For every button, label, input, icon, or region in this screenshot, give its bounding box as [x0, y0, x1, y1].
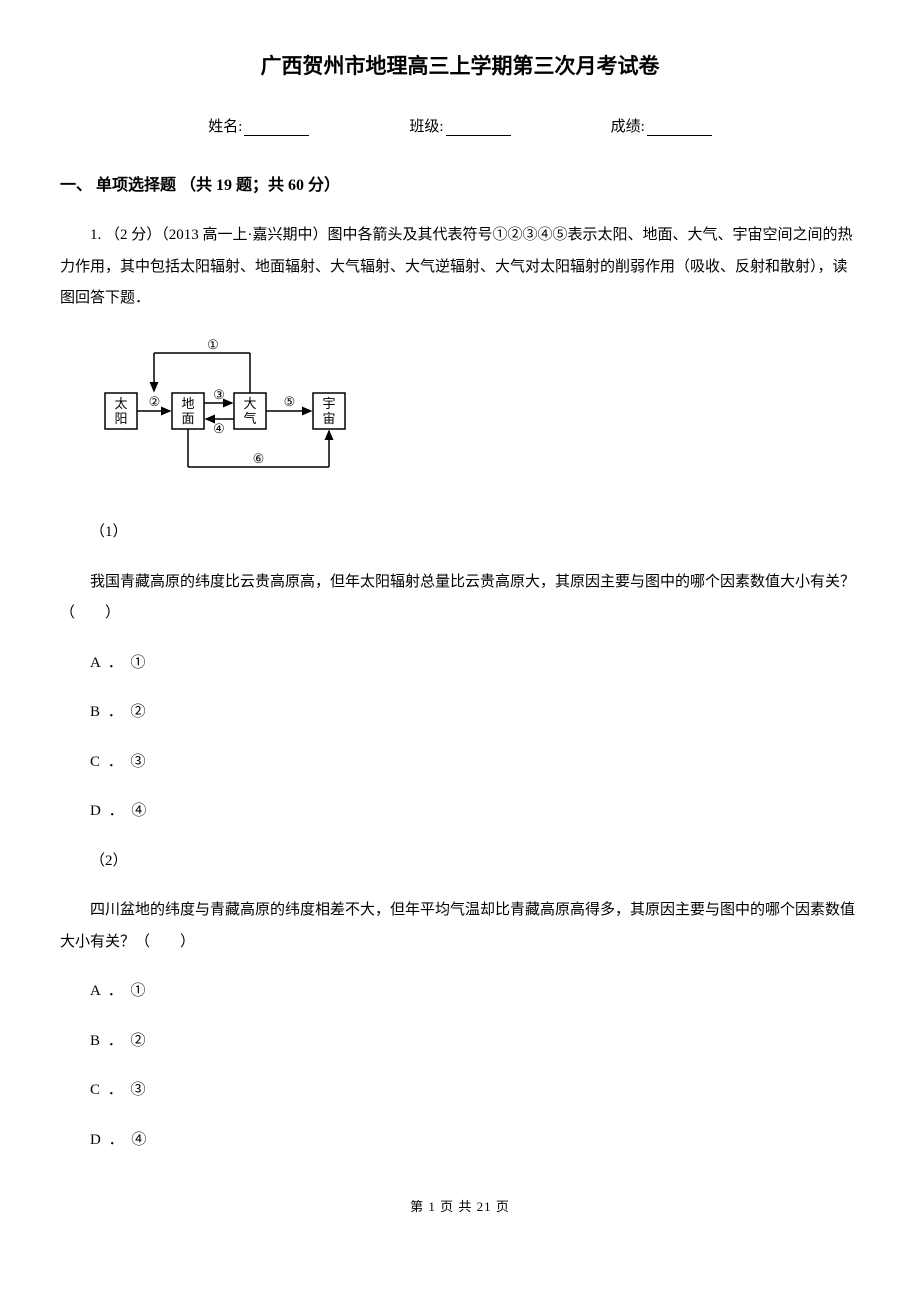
- score-field: 成绩:: [611, 115, 712, 136]
- svg-text:气: 气: [243, 411, 256, 426]
- svg-text:③: ③: [213, 387, 225, 402]
- svg-text:⑥: ⑥: [253, 451, 265, 466]
- page-footer: 第 1 页 共 21 页: [60, 1196, 860, 1215]
- thermal-diagram: 太阳 地面 大气 宇宙 ② ③ ④ ⑤ ① ⑥: [100, 335, 360, 485]
- svg-text:阳: 阳: [114, 411, 127, 426]
- page-title: 广西贺州市地理高三上学期第三次月考试卷: [60, 50, 860, 80]
- q1-sub1-option-c: C ． ③: [60, 747, 860, 779]
- svg-text:地: 地: [181, 396, 194, 411]
- q1-sub2-num: （2）: [60, 846, 860, 878]
- q1-sub2-option-b: B ． ②: [60, 1026, 860, 1058]
- svg-text:⑤: ⑤: [284, 394, 296, 409]
- q1-sub1-option-b: B ． ②: [60, 697, 860, 729]
- q1-sub1-option-a: A ． ①: [60, 648, 860, 680]
- svg-text:②: ②: [149, 394, 161, 409]
- q1-sub2-option-a: A ． ①: [60, 976, 860, 1008]
- svg-text:太: 太: [114, 396, 127, 411]
- q1-diagram: 太阳 地面 大气 宇宙 ② ③ ④ ⑤ ① ⑥: [100, 335, 860, 498]
- svg-text:①: ①: [207, 337, 219, 352]
- svg-text:宇: 宇: [322, 396, 335, 411]
- name-label: 姓名:: [208, 119, 242, 135]
- q1-sub2-option-d: D ． ④: [60, 1125, 860, 1157]
- question-1: 1. （2 分）（2013 高一上·嘉兴期中）图中各箭头及其代表符号①②③④⑤表…: [60, 220, 860, 1156]
- score-underline: [647, 135, 712, 136]
- q1-stem: 1. （2 分）（2013 高一上·嘉兴期中）图中各箭头及其代表符号①②③④⑤表…: [60, 220, 860, 315]
- name-field: 姓名:: [208, 115, 309, 136]
- header-fields: 姓名: 班级: 成绩:: [60, 115, 860, 136]
- class-underline: [446, 135, 511, 136]
- q1-sub1-num: （1）: [60, 517, 860, 549]
- svg-text:④: ④: [213, 421, 225, 436]
- q1-sub1-option-d: D ． ④: [60, 796, 860, 828]
- svg-text:宙: 宙: [322, 411, 335, 426]
- section-header: 一、 单项选择题 （共 19 题；共 60 分）: [60, 171, 860, 195]
- name-underline: [244, 135, 309, 136]
- svg-text:面: 面: [181, 411, 194, 426]
- class-label: 班级:: [409, 119, 443, 135]
- q1-sub1-text: 我国青藏高原的纬度比云贵高原高，但年太阳辐射总量比云贵高原大，其原因主要与图中的…: [60, 567, 860, 630]
- q1-sub2-option-c: C ． ③: [60, 1075, 860, 1107]
- class-field: 班级:: [409, 115, 510, 136]
- svg-text:大: 大: [243, 396, 256, 411]
- q1-sub2-text: 四川盆地的纬度与青藏高原的纬度相差不大，但年平均气温却比青藏高原高得多，其原因主…: [60, 895, 860, 958]
- score-label: 成绩:: [611, 119, 645, 135]
